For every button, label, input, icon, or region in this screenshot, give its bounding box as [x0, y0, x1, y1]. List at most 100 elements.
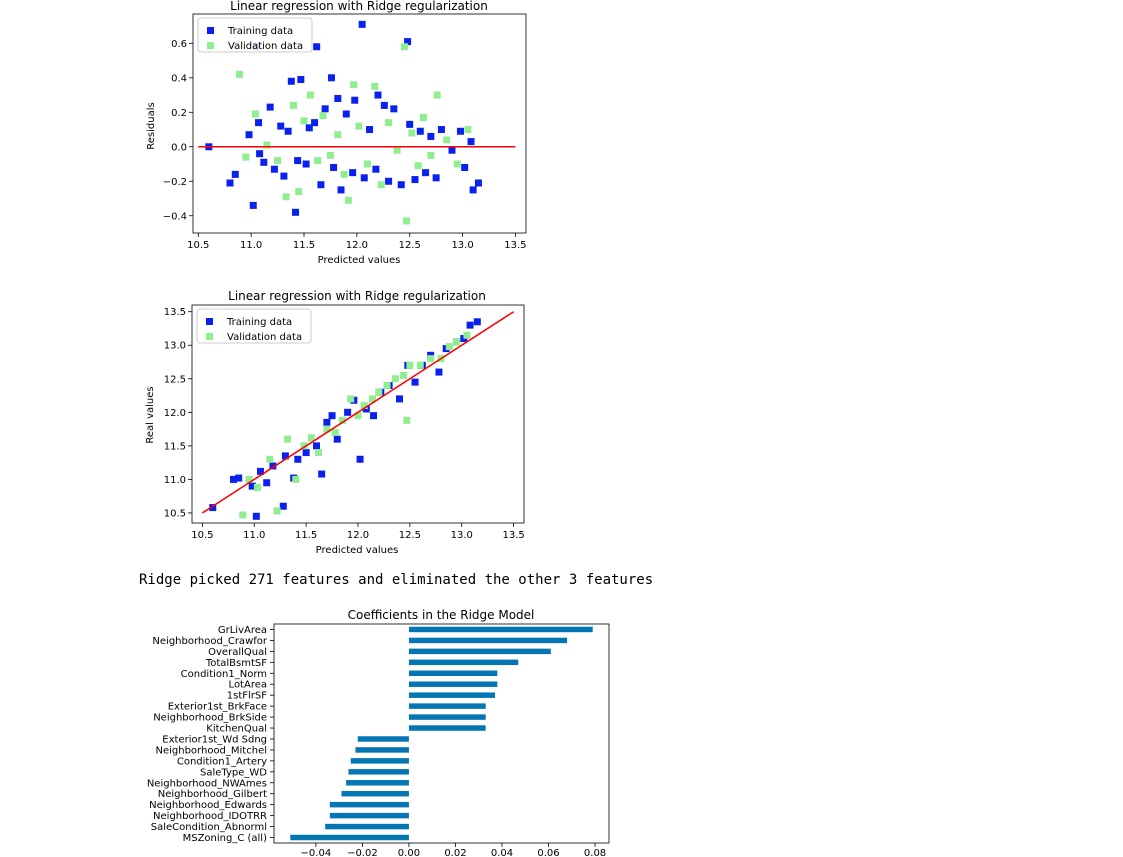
coefficient-category-label: Neighborhood_NWAmes [147, 778, 267, 789]
real-vs-predicted-point-validation [453, 338, 461, 346]
real-vs-predicted-legend-marker [206, 333, 213, 340]
real-vs-predicted-point-validation [383, 381, 391, 389]
residuals-xtick-label: 11.0 [240, 240, 262, 251]
residuals-point-training [277, 122, 285, 130]
coefficient-category-label: TotalBsmtSF [205, 658, 267, 669]
residuals-chart-title: Linear regression with Ridge regularizat… [230, 0, 488, 13]
real-vs-predicted-point-validation [347, 395, 355, 403]
coefficient-frame [273, 623, 610, 844]
real-vs-predicted-point-training [294, 455, 302, 463]
residuals-point-training [351, 96, 359, 104]
real-vs-predicted-point-training [370, 412, 378, 420]
residuals-point-validation [289, 101, 297, 109]
real-vs-predicted-point-validation [391, 375, 399, 383]
residuals-ytick-label: 0.0 [171, 142, 187, 153]
residuals-point-training [411, 176, 419, 184]
residuals-point-validation [300, 117, 308, 125]
residuals-point-validation [433, 91, 441, 99]
coefficient-bar [408, 714, 486, 720]
real-vs-predicted-point-validation [283, 435, 291, 443]
real-vs-predicted-point-training [435, 368, 443, 376]
real-vs-predicted-ytick-label: 11.5 [164, 441, 186, 452]
real-vs-predicted-xtick-label: 11.0 [243, 530, 265, 541]
residuals-chart-ylabel: Residuals [146, 102, 157, 149]
coefficient-xtick-label: −0.04 [301, 848, 332, 857]
residuals-point-validation [344, 196, 352, 204]
residuals-ytick-label: 0.2 [171, 108, 187, 119]
residuals-xtick-label: 13.0 [451, 240, 473, 251]
residuals-point-training [330, 163, 338, 171]
real-vs-predicted-point-training [230, 475, 237, 483]
real-vs-predicted-point-training [281, 452, 289, 460]
residuals-point-validation [326, 151, 334, 159]
coefficient-bar [408, 725, 486, 731]
residuals-point-validation [334, 131, 342, 139]
coefficient-bar [357, 736, 409, 742]
real-vs-predicted-legend-marker [206, 318, 213, 325]
real-vs-predicted-point-validation [273, 507, 281, 515]
real-vs-predicted-point-training [209, 504, 217, 512]
residuals-point-training [469, 186, 477, 194]
real-vs-predicted-point-validation [307, 434, 315, 442]
real-vs-predicted-point-training [328, 412, 336, 420]
residuals-point-training [270, 165, 278, 173]
real-vs-predicted-xtick-label: 12.0 [347, 530, 369, 541]
coefficients-plot-area: GrLivAreaNeighborhood_CrawforOverallQual… [147, 623, 610, 857]
real-vs-predicted-point-validation [445, 343, 453, 351]
coefficient-bar [408, 692, 496, 698]
real-vs-predicted-point-validation [375, 388, 383, 396]
real-vs-predicted-point-validation [463, 331, 471, 339]
residuals-point-training [249, 201, 257, 209]
residuals-point-validation [403, 217, 411, 225]
residuals-point-training [372, 165, 380, 173]
real-vs-predicted-point-training [263, 479, 271, 487]
real-vs-predicted-point-training [269, 462, 277, 470]
residuals-point-training [245, 131, 253, 139]
residuals-chart: Linear regression with Ridge regularizat… [146, 0, 527, 266]
coefficient-category-label: 1stFlrSF [227, 691, 267, 702]
coefficient-category-label: Neighborhood_IDOTRR [153, 811, 267, 822]
coefficient-bar [341, 790, 409, 797]
coefficient-bar [408, 648, 551, 655]
residuals-point-training [292, 208, 300, 216]
coefficient-category-label: Exterior1st_BrkFace [168, 702, 267, 713]
real-vs-predicted-point-validation [323, 425, 331, 433]
real-vs-predicted-xtick-label: 10.5 [191, 530, 213, 541]
residuals-point-training [358, 20, 366, 28]
real-vs-predicted-xtick-label: 11.5 [295, 530, 317, 541]
real-vs-predicted-point-validation [239, 511, 247, 519]
residuals-point-validation [453, 160, 461, 168]
real-vs-predicted-point-training [279, 502, 287, 510]
residuals-legend-label: Validation data [228, 41, 303, 52]
coefficient-category-label: Neighborhood_Crawfor [152, 636, 267, 647]
coefficient-category-label: SaleCondition_Abnorml [151, 822, 267, 833]
real-vs-predicted-point-validation [266, 455, 274, 463]
coefficient-bar [408, 637, 568, 644]
real-vs-predicted-point-validation [331, 428, 339, 436]
real-vs-predicted-point-validation [369, 395, 377, 403]
residuals-point-training [297, 76, 305, 84]
coefficients-chart: Coefficients in the Ridge Model GrLivAre… [147, 608, 610, 857]
real-vs-predicted-chart-ylabel: Real values [145, 386, 156, 443]
residuals-point-training [366, 126, 374, 134]
real-vs-predicted-ytick-label: 12.0 [164, 408, 186, 419]
real-vs-predicted-point-validation [253, 483, 261, 491]
real-vs-predicted-point-validation [427, 355, 435, 363]
coefficient-category-label: LotArea [229, 680, 267, 691]
residuals-point-training [427, 132, 435, 140]
residuals-point-training [334, 94, 342, 102]
residuals-point-training [256, 150, 264, 158]
coefficient-bar [348, 769, 409, 775]
residuals-point-training [342, 110, 350, 118]
residuals-point-training [390, 105, 398, 113]
residuals-point-training [432, 174, 440, 182]
residuals-point-validation [355, 122, 363, 130]
coefficient-bar [408, 659, 519, 666]
coefficient-bar [329, 801, 409, 808]
coefficient-category-label: SaleType_WD [200, 767, 267, 778]
residuals-point-training [416, 127, 424, 135]
residuals-xtick-label: 12.0 [346, 240, 368, 251]
residuals-point-training [404, 38, 412, 46]
real-vs-predicted-point-validation [245, 475, 253, 483]
coefficient-category-label: Condition1_Norm [181, 669, 267, 680]
